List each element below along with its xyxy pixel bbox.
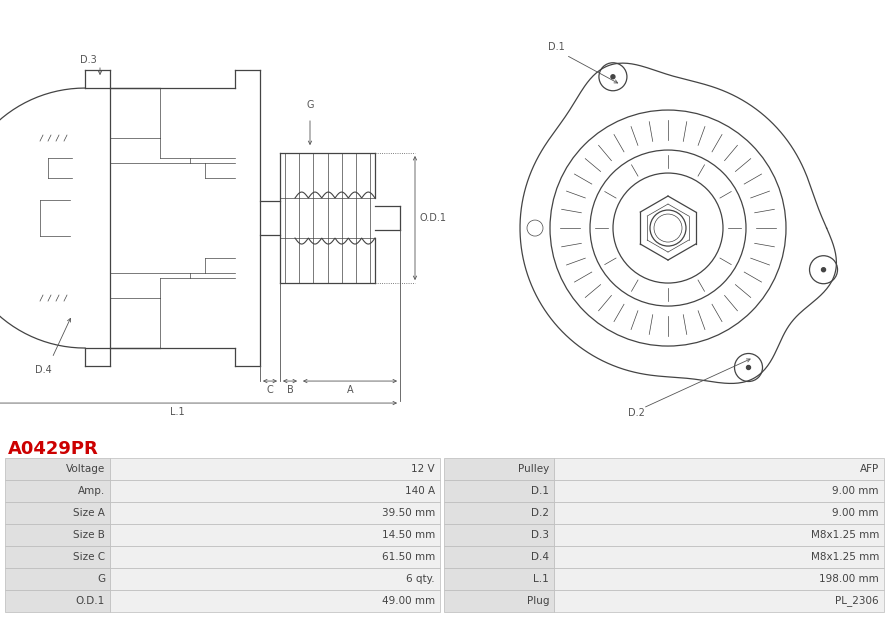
- Bar: [554, 502, 884, 524]
- Bar: [554, 546, 884, 568]
- Bar: [110, 502, 440, 524]
- Text: 9.00 mm: 9.00 mm: [832, 486, 879, 496]
- Bar: [110, 568, 440, 590]
- Text: M8x1.25 mm: M8x1.25 mm: [811, 552, 879, 562]
- Bar: [554, 480, 884, 502]
- Text: 39.50 mm: 39.50 mm: [381, 508, 435, 518]
- Text: Size C: Size C: [73, 552, 105, 562]
- Text: 14.50 mm: 14.50 mm: [381, 530, 435, 540]
- Text: L.1: L.1: [170, 407, 185, 417]
- Bar: [444, 590, 554, 612]
- Text: Amp.: Amp.: [77, 486, 105, 496]
- Text: Size B: Size B: [73, 530, 105, 540]
- Text: D.1: D.1: [531, 486, 549, 496]
- Text: D.2: D.2: [628, 408, 645, 418]
- Circle shape: [821, 268, 826, 272]
- Text: Pulley: Pulley: [517, 464, 549, 474]
- Text: M8x1.25 mm: M8x1.25 mm: [811, 530, 879, 540]
- Text: Size A: Size A: [73, 508, 105, 518]
- Text: D.4: D.4: [531, 552, 549, 562]
- Text: 49.00 mm: 49.00 mm: [382, 596, 435, 606]
- Bar: [554, 524, 884, 546]
- Text: G: G: [306, 100, 314, 110]
- Bar: [554, 458, 884, 480]
- Text: G: G: [97, 574, 105, 584]
- Text: D.1: D.1: [548, 42, 565, 52]
- Bar: [444, 480, 554, 502]
- Text: D.3: D.3: [80, 55, 97, 65]
- Text: L.1: L.1: [533, 574, 549, 584]
- Bar: [110, 480, 440, 502]
- Text: D.2: D.2: [531, 508, 549, 518]
- Text: O.D.1: O.D.1: [76, 596, 105, 606]
- Text: 12 V: 12 V: [412, 464, 435, 474]
- Text: 198.00 mm: 198.00 mm: [820, 574, 879, 584]
- Circle shape: [747, 366, 750, 369]
- Text: D.4: D.4: [35, 365, 52, 375]
- Text: Plug: Plug: [526, 596, 549, 606]
- Text: 6 qty.: 6 qty.: [406, 574, 435, 584]
- Bar: [5, 546, 110, 568]
- Bar: [5, 524, 110, 546]
- Bar: [110, 590, 440, 612]
- Text: D.3: D.3: [531, 530, 549, 540]
- Bar: [444, 546, 554, 568]
- Text: A: A: [347, 385, 353, 395]
- Bar: [554, 568, 884, 590]
- Bar: [5, 590, 110, 612]
- Bar: [110, 546, 440, 568]
- Text: A0429PR: A0429PR: [8, 440, 99, 458]
- Bar: [110, 524, 440, 546]
- Text: 9.00 mm: 9.00 mm: [832, 508, 879, 518]
- Text: C: C: [267, 385, 274, 395]
- Bar: [110, 458, 440, 480]
- Text: Voltage: Voltage: [66, 464, 105, 474]
- Bar: [444, 502, 554, 524]
- Bar: [444, 568, 554, 590]
- Bar: [5, 502, 110, 524]
- Bar: [5, 480, 110, 502]
- Text: O.D.1: O.D.1: [419, 213, 446, 223]
- Text: AFP: AFP: [860, 464, 879, 474]
- Bar: [5, 458, 110, 480]
- Bar: [5, 568, 110, 590]
- Text: PL_2306: PL_2306: [836, 596, 879, 606]
- Text: 140 A: 140 A: [404, 486, 435, 496]
- Bar: [444, 524, 554, 546]
- Bar: [554, 590, 884, 612]
- Bar: [444, 458, 554, 480]
- Circle shape: [611, 75, 615, 78]
- Text: B: B: [286, 385, 293, 395]
- Text: 61.50 mm: 61.50 mm: [381, 552, 435, 562]
